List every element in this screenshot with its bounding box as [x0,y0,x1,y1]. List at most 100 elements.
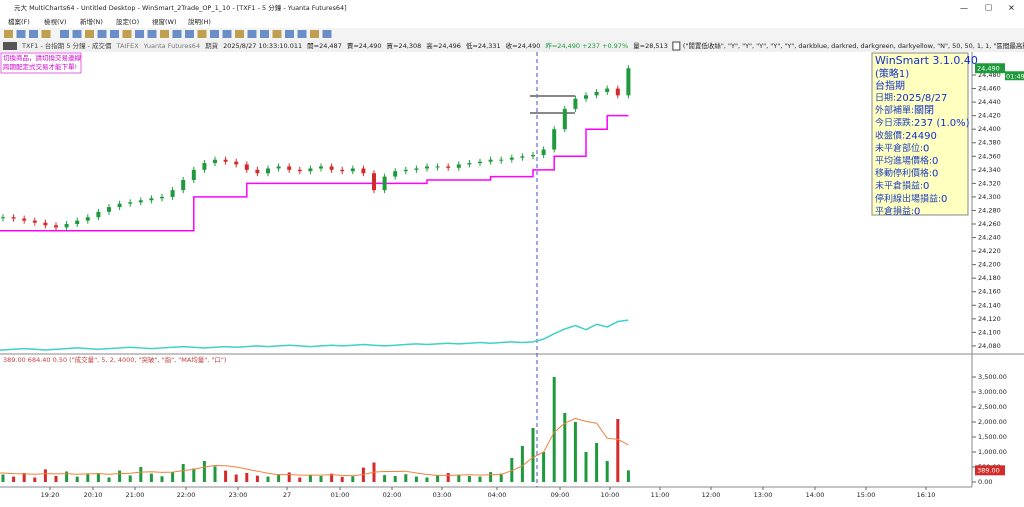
volume-bar [192,468,196,482]
info-text: 0 [923,143,929,154]
menu-item[interactable]: 新增(N) [80,17,103,26]
y-tick-label: 1,500.00 [978,433,1007,441]
candle [181,179,186,191]
x-tick-label: 16:10 [917,491,936,499]
candle [488,159,493,162]
close[interactable]: ✕ [1008,4,1015,13]
toolbar-button[interactable] [210,30,219,38]
candle [170,190,175,197]
candle [425,166,429,169]
chart-status-bar [0,40,1024,52]
minimize[interactable]: — [960,4,968,13]
toolbar-button[interactable] [135,30,144,38]
candle [382,176,387,191]
toolbar-button[interactable] [235,30,244,38]
toolbar-button[interactable] [322,30,332,38]
volume-bar [404,474,408,482]
toolbar-button[interactable] [222,30,232,38]
toolbar-button[interactable] [85,30,94,38]
candle [393,171,398,177]
info-text: 2025/8/27 [896,93,947,104]
last-price-label: 24,490 [977,64,1000,72]
y-tick-label: 24,120 [978,315,1001,323]
toolbar-button[interactable] [297,30,307,38]
toolbar-button[interactable] [185,30,194,38]
volume-bar [457,474,461,482]
toolbar-button[interactable] [260,30,269,38]
volume-bar [160,476,164,482]
status-text: 開=24,487 [307,42,342,50]
info-text: 日期: [875,93,896,104]
candle [213,159,217,164]
candle [96,211,101,218]
volume-bar [467,475,471,482]
status-text: 買=24,308 [387,42,422,50]
volume-bar [224,470,228,482]
x-tick-label: 09:00 [551,491,570,499]
menu-item[interactable]: 設定(O) [116,17,139,26]
toolbar-button[interactable] [285,30,294,38]
candle [11,217,16,219]
toolbar-button[interactable] [72,30,82,38]
toolbar-button[interactable] [110,30,119,38]
status-text: 低=24,331 [466,41,501,50]
toolbar-button[interactable] [4,30,13,38]
candle [160,196,164,199]
toolbar-button[interactable] [172,30,182,38]
x-tick-label: 02:00 [383,491,402,499]
status-text: 量=28,513 [633,42,668,50]
candle [552,129,557,150]
maximize[interactable]: ☐ [985,4,992,13]
volume-bar [436,475,440,482]
toolbar-button[interactable] [147,30,157,38]
volume-ma [0,417,629,477]
volume-bar [393,475,397,482]
menu-item[interactable]: 視窗(W) [152,17,177,26]
x-tick-label: 11:00 [651,491,670,499]
toolbar-button[interactable] [29,30,38,38]
volume-bar [584,451,588,482]
indicator-line [0,319,629,351]
candle [117,203,122,208]
toolbar-button[interactable] [41,30,51,38]
candle [372,173,376,191]
volume-bar [255,475,259,482]
y-tick-label: 24,180 [978,274,1001,282]
toolbar-button[interactable] [310,30,319,38]
x-tick-label: 13:00 [754,491,773,499]
x-tick-label: 19:20 [41,491,60,499]
x-tick-label: 27 [283,491,291,499]
toolbar-button[interactable] [122,30,132,38]
toolbar-button[interactable] [97,30,107,38]
x-tick-label: 04:00 [488,491,507,499]
menu-item[interactable]: 檢視(V) [44,17,67,26]
menu-item[interactable]: 檔案(F) [8,17,30,26]
volume-bar [234,474,238,482]
toolbar-button[interactable] [60,30,69,38]
countdown: 01:49 [1006,72,1024,80]
toolbar-button[interactable] [247,30,257,38]
info-panel [871,52,969,216]
y-tick-label: 24,380 [978,139,1001,147]
status-text: 2025/8/27 10:33:10.011 [223,42,302,50]
menu-item[interactable]: 說明(H) [188,17,211,26]
x-tick-label: 20:10 [84,491,103,499]
y-tick-label: 24,360 [978,152,1001,160]
volume-bar [616,419,620,482]
candle [531,154,535,157]
notes-box [0,52,82,74]
candle [435,166,440,168]
candle [276,166,281,169]
candle [456,164,461,168]
info-text: 0 [932,169,938,180]
menu-bar [0,16,1024,28]
info-text: 關閉 [914,105,934,117]
toolbar-button[interactable] [160,30,169,38]
countdown-box [1005,71,1024,81]
status-text: 期貨 [205,41,219,50]
toolbar-button[interactable] [197,30,207,38]
toolbar-button[interactable] [272,30,282,38]
toolbar-button[interactable] [16,30,26,38]
info-text: 平均進場價格: [875,155,932,167]
y-tick-label: 24,220 [978,247,1001,255]
